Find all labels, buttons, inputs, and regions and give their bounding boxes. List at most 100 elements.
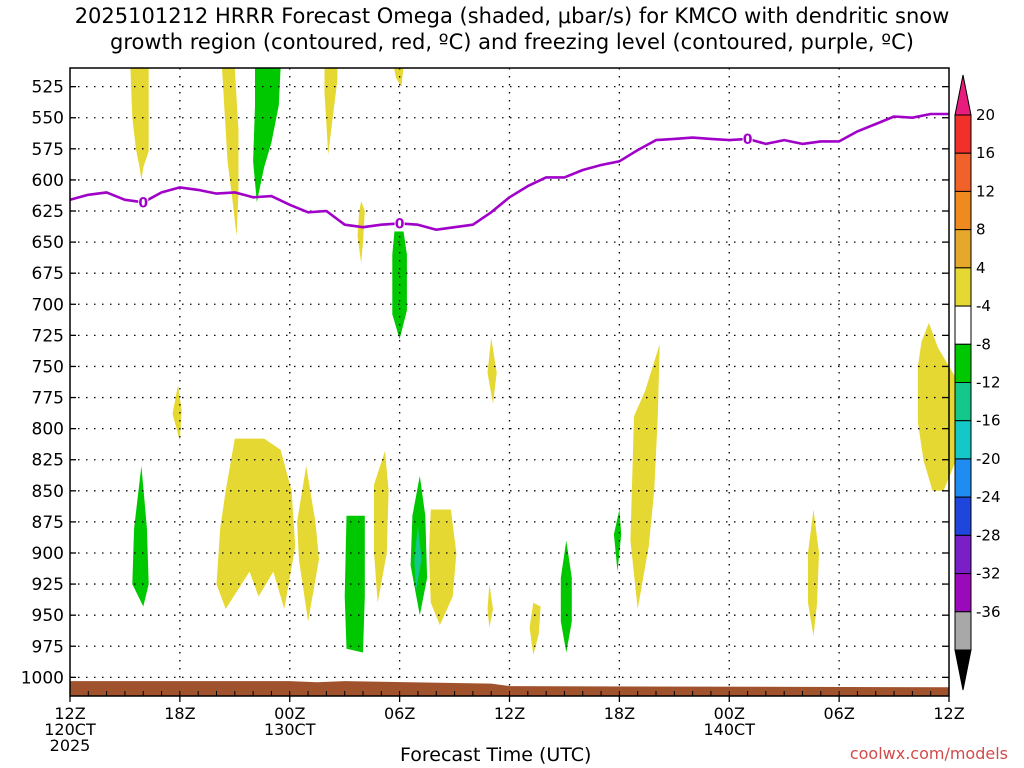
x-tick-label-18-0: 06Z — [384, 704, 415, 723]
omega-region-21 — [630, 344, 660, 609]
y-axis: 525 550 575 600 625 650 675 700 725 750 775 800 825 8… — [21, 78, 949, 688]
omega-region-5 — [357, 201, 365, 264]
x-tick-label-0-0: 12Z — [54, 704, 85, 723]
x-axis-title: Forecast Time (UTC) — [400, 744, 592, 766]
y-tick-label-550: 550 — [32, 109, 64, 129]
omega-region-22 — [917, 322, 960, 491]
colorbar-box-3 — [954, 229, 972, 269]
colorbar-label-10: -24 — [976, 488, 1001, 506]
y-tick-label-750: 750 — [32, 357, 64, 377]
colorbar: 20 16 12 8 4 -4 -8 -12 -16 -20 -24 -28 -32 -36 — [954, 74, 1001, 691]
x-tick-label-36-1: 140CT — [704, 720, 756, 739]
y-tick-label-625: 625 — [32, 202, 64, 222]
y-tick-label-900: 900 — [32, 544, 64, 564]
x-tick-label-0-2: 2025 — [50, 736, 91, 755]
colorbar-label-3: 8 — [976, 221, 986, 239]
x-tick-label-48-0: 12Z — [933, 704, 964, 723]
plot-frame — [69, 67, 950, 697]
omega-region-19 — [560, 540, 572, 653]
y-tick-label-675: 675 — [32, 264, 64, 284]
freezing-label-2: 0 — [743, 132, 753, 148]
colorbar-box-13 — [954, 611, 972, 651]
y-tick-label-725: 725 — [32, 326, 64, 346]
freezing-level: 0 0 0 — [69, 112, 949, 232]
colorbar-box-4 — [954, 267, 972, 307]
x-tick-label-6-0: 18Z — [164, 704, 195, 723]
omega-region-17 — [487, 584, 493, 628]
colorbar-label-11: -28 — [976, 526, 1001, 544]
y-tick-label-850: 850 — [32, 482, 64, 502]
omega-region-12 — [374, 451, 389, 603]
colorbar-box-6 — [954, 343, 972, 383]
colorbar-box-0 — [954, 114, 972, 154]
freezing-label-0: 0 — [138, 195, 148, 211]
omega-region-2 — [253, 68, 281, 203]
y-tick-label-575: 575 — [32, 140, 64, 160]
y-tick-label-875: 875 — [32, 513, 64, 533]
omega-region-0 — [130, 68, 149, 180]
colorbar-box-11 — [954, 534, 972, 575]
colorbar-box-9 — [954, 458, 972, 498]
colorbar-label-0: 20 — [976, 106, 995, 124]
colorbar-label-4: 4 — [976, 259, 986, 277]
y-tick-label-775: 775 — [32, 389, 64, 409]
colorbar-label-9: -20 — [976, 450, 1001, 468]
x-tick-label-12-1: 130CT — [264, 720, 316, 739]
colorbar-box-10 — [954, 496, 972, 536]
colorbar-box-1 — [954, 152, 972, 192]
x-tick-label-42-0: 06Z — [823, 704, 854, 723]
colorbar-label-2: 12 — [976, 182, 995, 200]
omega-region-4 — [394, 68, 404, 87]
y-tick-label-950: 950 — [32, 606, 64, 626]
omega-region-23 — [808, 509, 819, 637]
omega-region-9 — [132, 465, 149, 607]
x-tick-label-0-1: 120CT — [44, 720, 96, 739]
colorbar-bottom-triangle — [954, 649, 972, 691]
colorbar-label-7: -12 — [976, 374, 1001, 392]
y-tick-label-600: 600 — [32, 171, 64, 191]
omega-region-8 — [172, 385, 182, 442]
y-tick-label-800: 800 — [32, 420, 64, 440]
colorbar-label-13: -36 — [976, 603, 1001, 621]
omega-region-10 — [216, 438, 296, 609]
omega-region-3 — [324, 68, 338, 155]
colorbar-label-5: -4 — [976, 297, 991, 315]
freezing-label-bg-0 — [138, 194, 149, 211]
y-tick-label-650: 650 — [32, 233, 64, 253]
x-tick-label-36-0: 00Z — [714, 704, 745, 723]
omega-region-15 — [414, 525, 422, 591]
colorbar-label-12: -32 — [976, 565, 1001, 583]
y-tick-label-925: 925 — [32, 575, 64, 595]
omega-regions — [130, 68, 960, 655]
y-tick-label-700: 700 — [32, 295, 64, 315]
omega-region-16 — [428, 509, 457, 626]
freezing-label-bg-2 — [742, 130, 753, 147]
omega-region-1 — [222, 68, 239, 236]
x-tick-label-30-0: 18Z — [604, 704, 635, 723]
omega-region-18 — [529, 602, 541, 655]
freezing-label-bg-1 — [394, 215, 405, 232]
chart-title-line-2: growth region (contoured, red, ºC) and f… — [110, 30, 914, 54]
colorbar-top-triangle — [954, 74, 972, 116]
y-tick-label-1000: 1000 — [21, 668, 64, 688]
chart-title-line-1: 2025101212 HRRR Forecast Omega (shaded, … — [74, 4, 950, 28]
colorbar-box-2 — [954, 190, 972, 231]
freezing-level-line — [69, 112, 949, 231]
gridlines — [70, 68, 949, 696]
colorbar-box-8 — [954, 420, 972, 460]
y-tick-label-525: 525 — [32, 78, 64, 98]
x-tick-label-24-0: 12Z — [494, 704, 525, 723]
omega-region-7 — [487, 337, 497, 404]
site-credit[interactable]: coolwx.com/models — [849, 744, 1008, 763]
freezing-label-1: 0 — [395, 216, 405, 232]
y-tick-label-825: 825 — [32, 451, 64, 471]
colorbar-label-8: -16 — [976, 412, 1001, 430]
omega-region-13 — [344, 515, 365, 653]
colorbar-box-12 — [954, 573, 972, 613]
x-tick-label-12-0: 00Z — [274, 704, 305, 723]
colorbar-box-5 — [954, 305, 972, 345]
omega-region-11 — [297, 465, 319, 622]
y-tick-label-975: 975 — [32, 637, 64, 657]
